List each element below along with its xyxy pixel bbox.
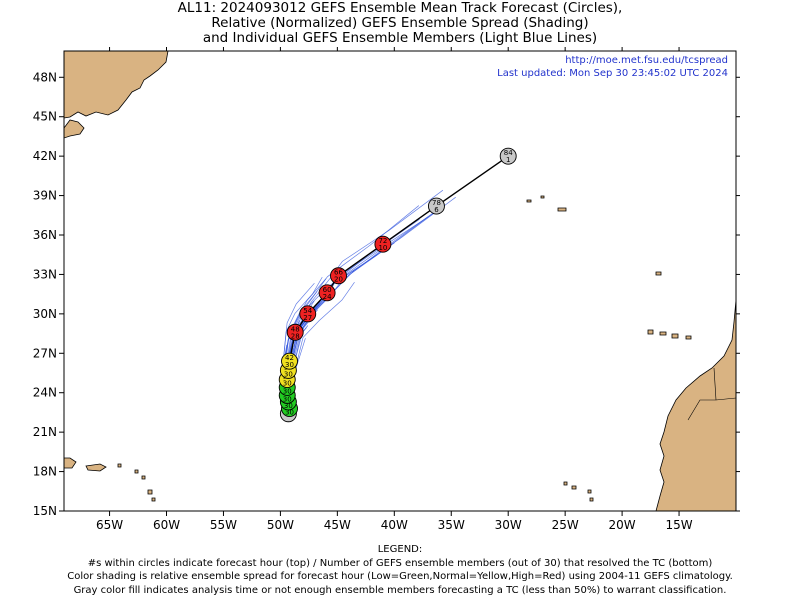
member-count-label: 30 bbox=[284, 370, 293, 378]
x-tick-label: 55W bbox=[210, 518, 237, 532]
member-count-label: 30 bbox=[283, 387, 292, 395]
legend-line-1: #s within circles indicate forecast hour… bbox=[87, 558, 713, 569]
y-tick-label: 39N bbox=[33, 189, 57, 203]
member-count-label: 30 bbox=[283, 380, 292, 388]
track-circle bbox=[374, 235, 392, 253]
land-newfoundland bbox=[64, 51, 169, 119]
legend-heading: LEGEND: bbox=[377, 544, 423, 555]
y-tick-label: 15N bbox=[33, 504, 57, 518]
x-tick-label: 50W bbox=[267, 518, 294, 532]
land-layer bbox=[64, 51, 736, 511]
y-tick-label: 18N bbox=[33, 465, 57, 479]
forecast-hour-label: 78 bbox=[432, 199, 441, 207]
forecast-hour-label: 66 bbox=[334, 269, 343, 277]
y-tick-label: 42N bbox=[33, 149, 57, 163]
y-tick-label: 27N bbox=[33, 346, 57, 360]
track-circle bbox=[299, 305, 317, 323]
land-cape-verde bbox=[563, 481, 594, 502]
x-axis: 65W 60W 55W 50W 45W 40W 35W 30W 25W 20W 15W bbox=[96, 47, 693, 532]
x-tick-label: 45W bbox=[324, 518, 351, 532]
track-circle bbox=[499, 147, 517, 165]
track-circle bbox=[286, 323, 304, 341]
member-count-label: 1 bbox=[506, 156, 510, 164]
title-line-3: and Individual GEFS Ensemble Members (Li… bbox=[202, 30, 598, 46]
track-point: 841 bbox=[499, 147, 517, 165]
member-count-label: 6 bbox=[434, 206, 439, 214]
x-tick-label: 30W bbox=[495, 518, 522, 532]
member-count-label: 27 bbox=[303, 314, 312, 322]
legend-line-3: Gray color fill indicates analysis time … bbox=[73, 585, 727, 596]
member-count-label: 28 bbox=[291, 332, 300, 340]
land-puerto-rico bbox=[85, 463, 107, 472]
track-point: 786 bbox=[427, 197, 445, 215]
title-line-1: AL11: 2024093012 GEFS Ensemble Mean Trac… bbox=[177, 0, 623, 16]
y-tick-label: 21N bbox=[33, 425, 57, 439]
plot-frame bbox=[63, 50, 737, 512]
x-tick-label: 40W bbox=[381, 518, 408, 532]
y-tick-label: 36N bbox=[33, 228, 57, 242]
x-tick-label: 35W bbox=[438, 518, 465, 532]
land-canaries bbox=[647, 271, 692, 340]
x-tick-label: 25W bbox=[552, 518, 579, 532]
ocean-background bbox=[64, 51, 736, 511]
land-azores bbox=[526, 195, 567, 212]
x-tick-label: 60W bbox=[153, 518, 180, 532]
last-updated: Last updated: Mon Sep 30 23:45:02 UTC 20… bbox=[497, 68, 728, 79]
y-tick-label: 30N bbox=[33, 307, 57, 321]
forecast-hour-label: 72 bbox=[378, 237, 387, 245]
track-circles: 0630123018302430303036304230482854276024… bbox=[278, 147, 517, 423]
forecast-hour-label: 42 bbox=[285, 354, 294, 362]
y-axis: 15N 18N 21N 24N 27N 30N 33N 36N 39N 42N 45N 48N bbox=[33, 70, 740, 518]
legend-line-2: Color shading is relative ensemble sprea… bbox=[67, 571, 733, 582]
land-nova-scotia bbox=[64, 119, 85, 139]
member-count-label: 30 bbox=[285, 361, 294, 369]
x-tick-label: 20W bbox=[609, 518, 636, 532]
land-hispaniola bbox=[64, 457, 77, 469]
title-line-2: Relative (Normalized) GEFS Ensemble Spre… bbox=[211, 15, 589, 31]
y-tick-label: 33N bbox=[33, 267, 57, 281]
x-tick-label: 65W bbox=[96, 518, 123, 532]
member-count-label: 30 bbox=[285, 408, 294, 416]
land-lesser-antilles bbox=[117, 463, 156, 502]
track-circle bbox=[427, 197, 445, 215]
forecast-hour-label: 84 bbox=[504, 149, 513, 157]
x-tick-label: 15W bbox=[665, 518, 692, 532]
track-circle bbox=[281, 352, 298, 370]
forecast-hour-label: 48 bbox=[291, 325, 300, 333]
border-line bbox=[687, 367, 736, 421]
y-tick-label: 24N bbox=[33, 386, 57, 400]
member-count-label: 24 bbox=[323, 293, 332, 301]
track-circle bbox=[330, 267, 347, 285]
member-count-label: 30 bbox=[283, 395, 292, 403]
track-circle bbox=[318, 284, 336, 302]
credit-url[interactable]: http://moe.met.fsu.edu/tcspread bbox=[565, 55, 728, 66]
land-africa bbox=[655, 299, 736, 511]
y-tick-label: 48N bbox=[33, 70, 57, 84]
forecast-hour-label: 54 bbox=[303, 307, 312, 315]
y-tick-label: 45N bbox=[33, 110, 57, 124]
member-count-label: 30 bbox=[284, 402, 293, 410]
member-count-label: 10 bbox=[378, 244, 387, 252]
member-count-label: 20 bbox=[334, 276, 343, 284]
forecast-hour-label: 60 bbox=[323, 286, 332, 294]
